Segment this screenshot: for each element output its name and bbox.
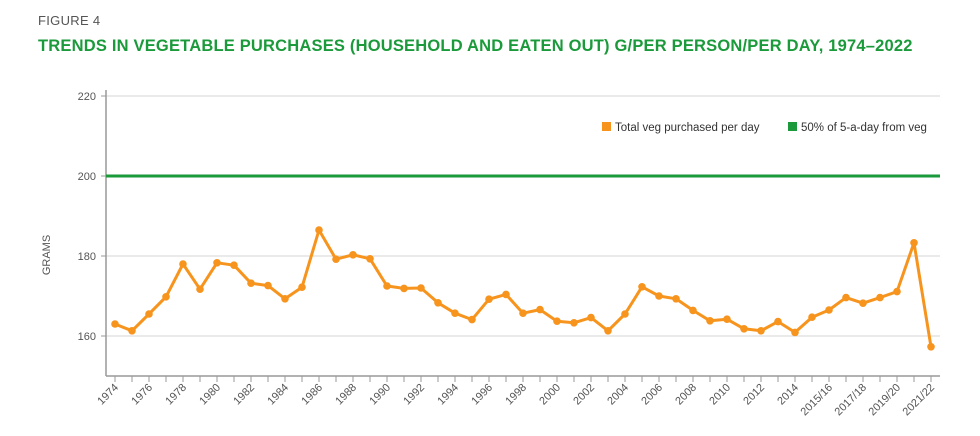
- data-point: [315, 226, 323, 234]
- data-point: [196, 285, 204, 294]
- x-tick-label: 2021/22: [901, 382, 938, 419]
- data-point: [247, 279, 255, 288]
- data-point: [332, 255, 340, 263]
- x-tick-label: 1994: [435, 382, 461, 408]
- data-point: [621, 310, 629, 318]
- data-point: [689, 306, 697, 315]
- x-tick-label: 2004: [605, 382, 631, 408]
- data-point: [213, 259, 221, 267]
- data-point: [366, 254, 374, 263]
- x-tick-label: 1990: [367, 382, 393, 408]
- data-point: [757, 327, 765, 335]
- data-point: [655, 292, 663, 300]
- x-tick-label: 2015/16: [799, 382, 836, 419]
- legend-swatch-five-a-day: [788, 122, 797, 131]
- x-tick-label: 2012: [741, 382, 767, 408]
- data-point: [723, 315, 731, 324]
- data-point: [417, 284, 425, 292]
- legend-label-five-a-day: 50% of 5-a-day from veg: [801, 122, 927, 134]
- x-tick-label: 2006: [639, 382, 665, 408]
- data-point: [927, 343, 935, 351]
- data-point: [128, 327, 136, 335]
- data-point: [825, 306, 833, 314]
- x-tick-label: 2002: [571, 382, 597, 408]
- x-tick-label: 1976: [129, 382, 155, 408]
- y-tick-label: 200: [78, 171, 96, 183]
- x-tick-label: 2017/18: [833, 382, 870, 419]
- y-tick-label: 180: [78, 251, 96, 263]
- data-point: [553, 317, 561, 326]
- data-point: [893, 287, 901, 296]
- x-tick-label: 2000: [537, 382, 563, 408]
- x-tick-label: 1974: [95, 382, 121, 408]
- x-tick-label: 1996: [469, 382, 495, 408]
- data-point: [519, 309, 527, 318]
- data-point: [740, 325, 748, 333]
- legend-swatch-total-veg: [602, 122, 611, 131]
- data-point: [638, 283, 646, 291]
- data-point: [842, 293, 850, 302]
- data-point: [179, 260, 187, 268]
- data-point: [400, 284, 408, 293]
- data-point: [468, 315, 476, 324]
- x-tick-label: 1984: [265, 382, 291, 408]
- x-tick-label: 1998: [503, 382, 529, 408]
- data-point: [349, 251, 357, 259]
- data-point: [230, 261, 238, 270]
- data-point: [485, 295, 493, 304]
- y-tick-label: 160: [78, 331, 96, 343]
- legend-label-total-veg: Total veg purchased per day: [615, 122, 760, 134]
- x-tick-label: 1992: [401, 382, 427, 408]
- data-point: [434, 299, 442, 307]
- legend: Total veg purchased per day 50% of 5-a-d…: [602, 122, 927, 134]
- data-point: [876, 293, 884, 302]
- chart-title: TRENDS IN VEGETABLE PURCHASES (HOUSEHOLD…: [38, 37, 913, 55]
- data-point: [281, 295, 289, 303]
- data-point: [859, 299, 867, 308]
- data-point: [706, 317, 714, 325]
- data-point: [536, 305, 544, 314]
- figure-label: FIGURE 4: [38, 13, 101, 28]
- data-point: [774, 317, 782, 326]
- data-point: [383, 282, 391, 290]
- data-point: [298, 283, 306, 292]
- data-point: [111, 320, 119, 328]
- data-point: [791, 328, 799, 337]
- data-point: [808, 313, 816, 322]
- x-tick-label: 1980: [197, 382, 223, 408]
- data-point: [162, 293, 170, 301]
- x-tick-label: 1978: [163, 382, 189, 408]
- data-point: [570, 319, 578, 327]
- data-point: [910, 239, 918, 247]
- data-point: [672, 295, 680, 303]
- y-tick-label: 220: [78, 91, 96, 103]
- x-tick-label: 1988: [333, 382, 359, 408]
- x-tick-label: 1982: [231, 382, 257, 408]
- y-axis-label: GRAMS: [41, 235, 53, 275]
- x-tick-label: 2008: [673, 382, 699, 408]
- data-point: [451, 309, 459, 318]
- x-tick-label: 2014: [775, 382, 801, 408]
- data-point: [502, 290, 510, 299]
- x-tick-label: 1986: [299, 382, 325, 408]
- x-tick-label: 2010: [707, 382, 733, 408]
- data-point: [264, 281, 272, 290]
- data-point: [145, 310, 153, 318]
- data-point: [604, 327, 612, 335]
- data-point: [587, 313, 595, 322]
- x-tick-label: 2019/20: [867, 382, 904, 419]
- total-veg-line: [114, 228, 933, 348]
